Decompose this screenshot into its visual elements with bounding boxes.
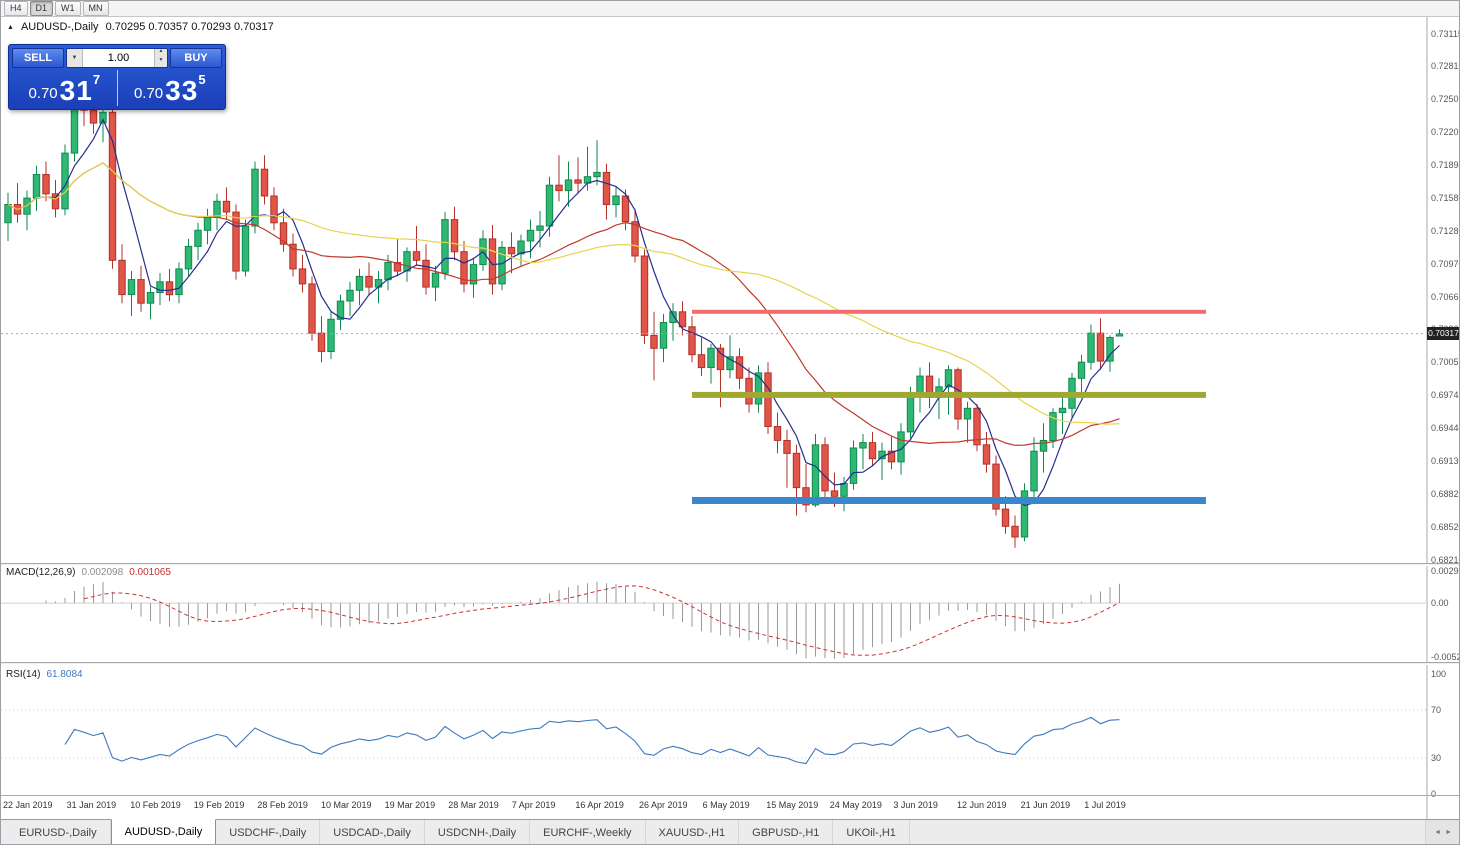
volume-down-icon[interactable]: ▼	[158, 57, 164, 63]
chart-tab-audusd-daily[interactable]: AUDUSD-,Daily	[110, 819, 217, 845]
rsi-header: RSI(14) 61.8084	[6, 669, 83, 680]
candles-layer	[4, 69, 1124, 548]
timeframe-toolbar: H4 D1 W1 MN	[0, 0, 1460, 17]
buy-price-base: 0.70	[133, 85, 164, 102]
ma-5-line	[7, 118, 1120, 507]
rsi-value: 61.8084	[46, 669, 83, 680]
macd-header: MACD(12,26,9) 0.002098 0.001065	[6, 567, 171, 578]
period-button-h4[interactable]: H4	[4, 0, 28, 16]
panel-separator-rsi[interactable]	[0, 662, 1460, 665]
chart-ohlc-values: 0.70295 0.70357 0.70293 0.70317	[105, 21, 274, 33]
period-button-w1[interactable]: W1	[55, 0, 81, 16]
period-button-d1[interactable]: D1	[29, 0, 54, 16]
chart-tab-xauusd-h1[interactable]: XAUUSD-,H1	[646, 820, 740, 845]
volume-dropdown-icon[interactable]: ▼	[67, 49, 83, 67]
tab-scroll-right-icon[interactable]: ►	[1445, 829, 1452, 836]
panel-separator-macd[interactable]	[0, 563, 1460, 566]
buy-price-pips: 33	[165, 75, 199, 106]
buy-price-pipette: 5	[198, 72, 206, 87]
rsi-line	[64, 716, 1120, 765]
volume-spinner: ▲ ▼	[154, 49, 167, 67]
chart-title: ▲ AUDUSD-,Daily 0.70295 0.70357 0.70293 …	[7, 21, 274, 33]
macd-signal-value: 0.001065	[129, 567, 171, 578]
tab-scroll-left-icon[interactable]: ◄	[1434, 829, 1442, 836]
macd-histogram	[45, 581, 1120, 659]
chart-tab-gbpusd-h1[interactable]: GBPUSD-,H1	[739, 820, 834, 845]
rsi-title: RSI(14)	[6, 669, 41, 680]
one-click-trading-panel: SELL ▼ 1.00 ▲ ▼ BUY 0.70 31 7 0.70 33 5	[8, 44, 226, 110]
volume-up-icon[interactable]: ▲	[158, 48, 164, 54]
chart-tab-eurusd-daily[interactable]: EURUSD-,Daily	[6, 820, 111, 845]
trendlines-layer[interactable]	[692, 309, 1206, 504]
period-button-mn[interactable]: MN	[82, 0, 109, 16]
macd-main-value: 0.002098	[81, 567, 124, 578]
chart-tab-usdchf-daily[interactable]: USDCHF-,Daily	[216, 820, 321, 845]
sell-price-pipette: 7	[92, 72, 101, 87]
resistance-line[interactable]	[692, 309, 1206, 314]
chart-tab-usdcad-daily[interactable]: USDCAD-,Daily	[320, 820, 425, 845]
chart-tab-usdcnh-daily[interactable]: USDCNH-,Daily	[425, 820, 531, 845]
ma-20-line	[7, 162, 1120, 446]
lower-support-line[interactable]	[692, 497, 1206, 504]
tab-scroll-buttons[interactable]: ◄ ►	[1425, 820, 1460, 845]
volume-input-group: ▼ 1.00 ▲ ▼	[66, 48, 168, 68]
sell-price-base: 0.70	[28, 85, 58, 102]
tick-up-icon: ▲	[7, 23, 14, 31]
macd-title: MACD(12,26,9)	[6, 567, 76, 578]
chart-tab-eurchf-weekly[interactable]: EURCHF-,Weekly	[530, 820, 646, 845]
chart-symbol-label: AUDUSD-,Daily	[20, 21, 99, 33]
chart-tab-bar: EURUSD-,Daily AUDUSD-,Daily USDCHF-,Daily U…	[0, 819, 1460, 845]
ma-45-line	[7, 162, 1120, 425]
current-price-tag: 0.70317	[1427, 327, 1460, 340]
volume-input[interactable]: 1.00	[107, 52, 130, 64]
sell-button[interactable]: SELL	[12, 48, 64, 68]
time-axis-border	[0, 795, 1460, 796]
macd-signal-line	[83, 585, 1120, 656]
sell-price-display[interactable]: 0.70 31 7	[12, 70, 117, 106]
buy-button[interactable]: BUY	[170, 48, 222, 68]
buy-price-display[interactable]: 0.70 33 5	[116, 70, 223, 106]
sell-price-pips: 31	[59, 75, 93, 106]
chart-tab-ukoil-h1[interactable]: UKOil-,H1	[833, 820, 910, 845]
mid-support-line[interactable]	[692, 391, 1206, 398]
